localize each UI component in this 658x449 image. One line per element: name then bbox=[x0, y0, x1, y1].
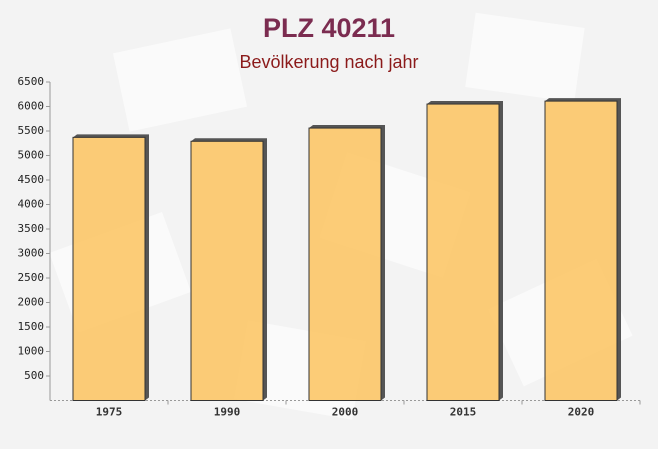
y-tick-label: 4500 bbox=[18, 173, 45, 186]
bar bbox=[72, 136, 146, 401]
chart-subtitle: Bevölkerung nach jahr bbox=[239, 52, 418, 72]
y-tick-label: 1000 bbox=[18, 345, 45, 358]
y-tick-label: 4000 bbox=[18, 198, 45, 211]
y-tick-label: 6500 bbox=[18, 75, 45, 88]
x-tick-label: 2000 bbox=[332, 406, 359, 419]
x-tick-label: 2015 bbox=[450, 406, 477, 419]
chart-title: PLZ 40211 bbox=[263, 13, 395, 43]
y-tick-label: 2000 bbox=[18, 296, 45, 309]
y-tick-label: 6000 bbox=[18, 100, 45, 113]
y-tick-label: 3500 bbox=[18, 222, 45, 235]
y-tick-label: 5000 bbox=[18, 149, 45, 162]
x-tick-label: 2020 bbox=[568, 406, 595, 419]
y-tick-label: 1500 bbox=[18, 320, 45, 333]
y-tick-label: 2500 bbox=[18, 271, 45, 284]
x-tick-label: 1990 bbox=[214, 406, 241, 419]
bar bbox=[190, 140, 264, 401]
y-tick-label: 500 bbox=[24, 369, 44, 382]
y-tick-label: 3000 bbox=[18, 247, 45, 260]
x-tick-label: 1975 bbox=[96, 406, 123, 419]
y-tick-label: 5500 bbox=[18, 124, 45, 137]
bar bbox=[308, 127, 382, 401]
bar bbox=[426, 103, 500, 402]
bar bbox=[544, 100, 618, 402]
